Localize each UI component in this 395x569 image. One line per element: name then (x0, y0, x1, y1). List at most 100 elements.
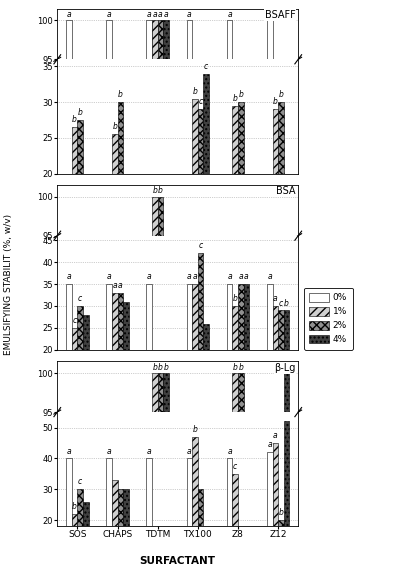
Bar (198, 489, 203, 569)
Bar (118, 102, 123, 316)
Bar (186, 20, 192, 569)
Text: a: a (107, 447, 111, 456)
Text: b: b (118, 90, 123, 99)
Bar (278, 520, 284, 569)
Text: a: a (187, 447, 192, 456)
Text: a: a (193, 272, 198, 281)
Text: b: b (152, 363, 157, 372)
Bar (267, 20, 273, 569)
Bar (232, 106, 238, 316)
Text: a: a (147, 10, 152, 19)
Bar (66, 284, 72, 438)
Text: c: c (204, 61, 209, 71)
Bar (284, 310, 290, 438)
Text: a: a (107, 272, 111, 281)
Bar (198, 109, 203, 316)
Bar (106, 20, 112, 569)
Text: a: a (147, 447, 152, 456)
Text: a: a (107, 10, 111, 19)
Text: a: a (67, 10, 71, 19)
Text: a: a (113, 281, 117, 290)
Legend: 0%, 1%, 2%, 4%: 0%, 1%, 2%, 4% (304, 288, 353, 349)
Text: a: a (147, 272, 152, 281)
Text: a: a (227, 447, 232, 456)
Bar (77, 489, 83, 569)
Text: a: a (67, 272, 71, 281)
Bar (192, 284, 198, 438)
Text: b: b (233, 94, 238, 103)
Bar (152, 373, 158, 569)
Bar (227, 20, 232, 569)
Bar (158, 373, 163, 569)
Bar (267, 284, 273, 438)
Text: c: c (233, 462, 237, 471)
Text: a: a (67, 447, 71, 456)
Text: a: a (187, 10, 192, 19)
Text: a: a (164, 10, 168, 19)
Bar (227, 284, 232, 438)
Bar (72, 328, 77, 438)
Bar (203, 324, 209, 438)
Bar (227, 459, 232, 569)
Bar (232, 474, 238, 569)
Text: c: c (279, 299, 283, 307)
Text: a: a (273, 294, 278, 303)
Text: b: b (164, 265, 169, 274)
Text: EMULSIFYING STABILIT (%, w/v): EMULSIFYING STABILIT (%, w/v) (4, 214, 13, 355)
Bar (186, 459, 192, 569)
Text: A: A (284, 363, 289, 372)
Text: SURFACTANT: SURFACTANT (140, 556, 216, 566)
Text: c: c (78, 477, 82, 486)
Text: b: b (72, 116, 77, 124)
Text: a: a (187, 272, 192, 281)
Bar (123, 302, 129, 438)
Text: b: b (233, 363, 238, 372)
Bar (66, 20, 72, 569)
Text: b: b (112, 122, 117, 131)
Bar (273, 109, 278, 316)
Text: BSA: BSA (276, 187, 296, 196)
Bar (147, 284, 152, 438)
Bar (278, 102, 284, 316)
Bar (118, 293, 123, 438)
Bar (72, 514, 77, 569)
Bar (192, 437, 198, 569)
Text: a: a (267, 10, 272, 19)
Text: b: b (273, 97, 278, 106)
Bar (66, 459, 72, 569)
Bar (163, 20, 169, 569)
Bar (147, 459, 152, 569)
Bar (203, 73, 209, 316)
Bar (244, 284, 249, 438)
Bar (112, 293, 118, 438)
Bar (106, 284, 112, 438)
Text: a: a (158, 10, 163, 19)
Text: b: b (78, 108, 83, 117)
Bar (77, 306, 83, 438)
Bar (186, 284, 192, 438)
Text: b: b (193, 425, 198, 434)
Text: β-Lg: β-Lg (275, 363, 296, 373)
Bar (112, 480, 118, 569)
Bar (72, 127, 77, 316)
Text: BSAFF: BSAFF (265, 10, 296, 20)
Text: b: b (238, 90, 243, 99)
Bar (123, 489, 129, 569)
Bar (158, 197, 163, 569)
Text: a: a (239, 272, 243, 281)
Bar (284, 373, 290, 569)
Text: a: a (244, 272, 249, 281)
Bar (77, 120, 83, 316)
Text: b: b (233, 294, 238, 303)
Bar (152, 20, 158, 569)
Text: b: b (158, 187, 163, 195)
Bar (278, 310, 284, 438)
Text: a: a (152, 10, 157, 19)
Text: c: c (199, 97, 203, 106)
Bar (158, 20, 163, 569)
Bar (238, 102, 244, 316)
Text: b: b (152, 187, 157, 195)
Bar (198, 253, 203, 438)
Bar (112, 134, 118, 316)
Bar (267, 452, 273, 569)
